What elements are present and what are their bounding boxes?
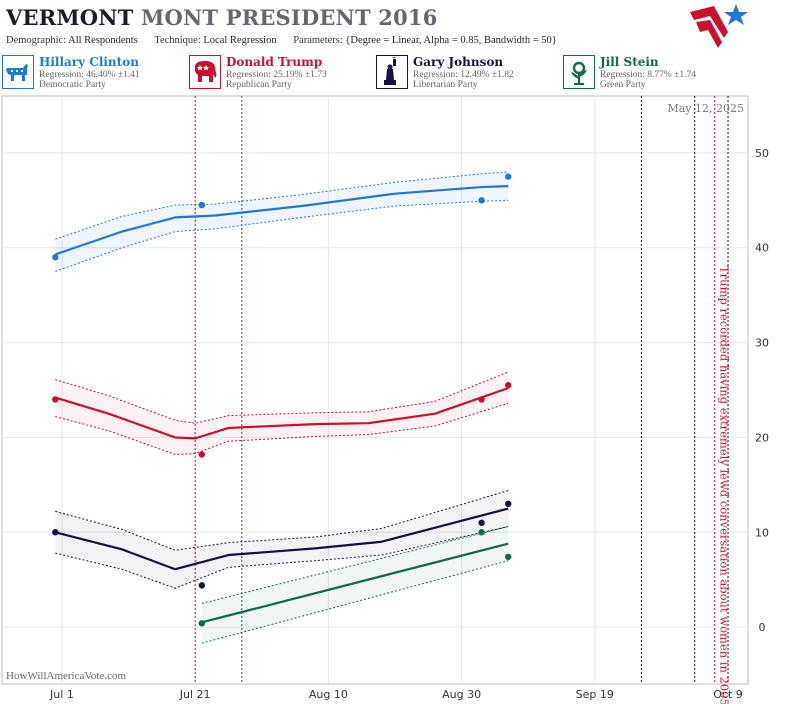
candidate-card-clinton[interactable]: Hillary Clinton Regression: 46.40% ±1.41… <box>0 53 186 93</box>
candidate-legend: Hillary Clinton Regression: 46.40% ±1.41… <box>0 53 789 93</box>
y-tick-label: 30 <box>755 337 769 350</box>
regression-line <box>55 507 509 571</box>
confidence-band <box>55 171 509 272</box>
confidence-band <box>55 371 509 455</box>
title-state: VERMONT <box>6 5 134 30</box>
poll-point <box>478 519 485 526</box>
poll-point <box>198 451 206 458</box>
upper-bound-line <box>201 526 509 604</box>
candidate-party: Republican Party <box>226 80 292 90</box>
candidate-name: Jill Stein <box>600 55 659 69</box>
series-donald-trump <box>52 371 512 458</box>
technique-label: Technique: <box>154 35 201 46</box>
header: VERMONT MONT PRESIDENT 2016 Demographic:… <box>0 0 789 52</box>
x-tick-label: Jul 21 <box>179 688 211 701</box>
parameters-value: {Degree = Linear, Alpha = 0.85, Bandwidt… <box>345 35 557 46</box>
candidate-name: Donald Trump <box>226 55 323 69</box>
plot-frame <box>1 95 749 685</box>
candidate-card-johnson[interactable]: Gary Johnson Regression: 12.49% ±1.82 Li… <box>374 53 560 93</box>
poll-point <box>52 529 59 536</box>
x-tick-label: Oct 9 <box>713 688 743 701</box>
poll-point <box>478 529 485 536</box>
poll-point <box>198 582 206 589</box>
lower-bound-line <box>55 402 509 455</box>
y-tick-label: 0 <box>759 621 766 634</box>
parameters-line: Demographic: All Respondents Technique: … <box>6 35 557 46</box>
x-tick-label: Aug 30 <box>442 688 481 701</box>
poll-point <box>198 201 206 209</box>
series-gary-johnson <box>52 490 512 589</box>
elephant-icon <box>189 55 221 89</box>
y-tick-label: 20 <box>755 431 769 444</box>
candidate-regression: Regression: 8.77% ±1.74 <box>600 70 696 80</box>
page-title: VERMONT MONT PRESIDENT 2016 <box>6 5 438 30</box>
poll-point <box>505 500 512 508</box>
upper-bound-line <box>55 371 509 424</box>
regression-line <box>201 542 509 624</box>
poll-point <box>505 553 512 561</box>
poll-point <box>505 382 512 389</box>
lower-bound-line <box>201 560 509 644</box>
candidate-card-trump[interactable]: Donald Trump Regression: 25.19% ±1.73 Re… <box>187 53 373 93</box>
candidate-name: Hillary Clinton <box>39 55 139 69</box>
candidate-party: Democratic Party <box>39 80 106 90</box>
confidence-band <box>201 526 509 644</box>
donkey-icon <box>2 55 34 89</box>
regression-line <box>54 184 509 256</box>
poll-point <box>505 173 512 180</box>
series-jill-stein <box>198 526 512 644</box>
y-tick-label: 40 <box>755 242 769 255</box>
parameters-label: Parameters: <box>293 35 343 46</box>
demographic-value: All Respondents <box>68 35 138 46</box>
technique-value: Local Regression <box>203 35 277 46</box>
candidate-card-stein[interactable]: Jill Stein Regression: 8.77% ±1.74 Green… <box>561 53 747 93</box>
upper-bound-line <box>55 490 509 551</box>
candidate-regression: Regression: 25.19% ±1.73 <box>226 70 327 80</box>
x-tick-label: Sep 19 <box>576 688 614 701</box>
candidate-regression: Regression: 12.49% ±1.82 <box>413 70 514 80</box>
title-rest: MONT PRESIDENT 2016 <box>141 5 438 30</box>
poll-point <box>478 396 485 403</box>
y-tick-label: 10 <box>755 526 769 539</box>
candidate-name: Gary Johnson <box>413 55 504 69</box>
x-tick-label: Jul 1 <box>49 688 74 701</box>
watermark: HowWillAmericaVote.com <box>6 670 126 682</box>
demographic-label: Demographic: <box>6 35 67 46</box>
candidate-party: Libertarian Party <box>413 80 478 90</box>
x-tick-label: Aug 10 <box>309 688 348 701</box>
regression-line <box>54 387 509 440</box>
poll-point <box>52 396 59 403</box>
series-hillary-clinton <box>52 171 512 272</box>
poll-point <box>52 254 59 261</box>
y-tick-label: 50 <box>755 147 769 160</box>
candidate-regression: Regression: 46.40% ±1.41 <box>39 70 140 80</box>
stars-and-stripes-logo[interactable] <box>688 2 750 50</box>
upper-bound-line <box>55 171 509 240</box>
flower-icon <box>563 55 595 89</box>
poll-point <box>198 620 206 627</box>
poll-point <box>478 197 485 204</box>
event-annotation: Trump recorded having extremely lewd con… <box>718 266 732 704</box>
lower-bound-line <box>55 526 509 589</box>
candidate-party: Green Party <box>600 80 646 90</box>
date-label: May 12, 2025 <box>667 102 744 115</box>
statue-of-liberty-icon <box>376 55 408 89</box>
